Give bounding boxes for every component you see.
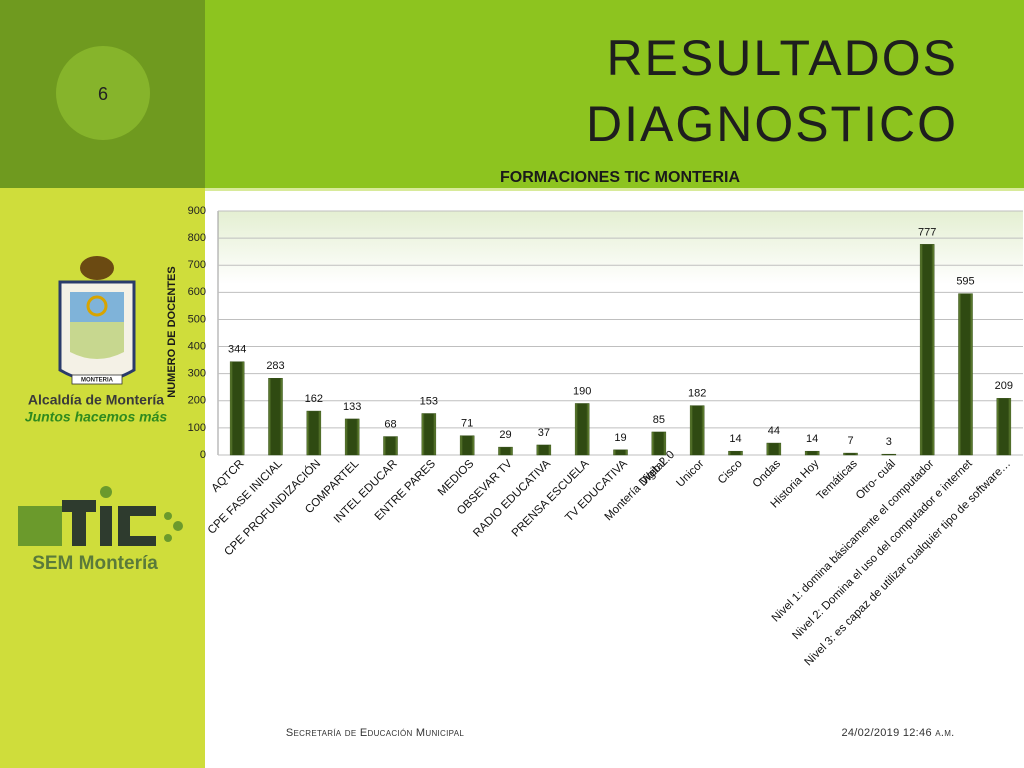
- footer: Secretaría de Educación Municipal: [286, 727, 464, 739]
- y-tick-label: 300: [188, 368, 206, 380]
- y-tick-label: 500: [188, 313, 206, 325]
- bar: [574, 403, 590, 456]
- date: 24/02/2019 12:46 a.m.: [841, 727, 954, 739]
- slide-number: 6: [98, 84, 108, 104]
- bar: [766, 442, 782, 456]
- value-label: 182: [688, 388, 706, 400]
- title-line: RESULTADOS: [606, 30, 958, 86]
- y-tick-label: 100: [188, 422, 206, 434]
- bar: [229, 361, 245, 456]
- value-label: 85: [653, 414, 665, 426]
- chart-title: FORMACIONES TIC MONTERIA: [500, 169, 740, 186]
- bar: [383, 436, 398, 456]
- value-label: 595: [956, 276, 974, 288]
- y-tick-label: 700: [188, 259, 206, 271]
- bar: [536, 444, 552, 456]
- value-label: 3: [886, 436, 892, 448]
- bar: [498, 446, 513, 456]
- value-label: 19: [614, 432, 626, 444]
- bar: [421, 413, 437, 456]
- value-label: 133: [343, 401, 361, 413]
- bar: [996, 398, 1012, 456]
- crest-ribbon: MONTERIA: [81, 378, 114, 384]
- value-label: 209: [995, 380, 1013, 392]
- value-label: 29: [499, 429, 511, 441]
- bar: [459, 435, 475, 456]
- value-label: 153: [420, 395, 438, 407]
- y-tick-label: 400: [188, 340, 206, 352]
- value-label: 777: [918, 226, 936, 238]
- y-tick-label: 0: [200, 449, 206, 461]
- value-label: 162: [305, 393, 323, 405]
- y-tick-label: 900: [188, 205, 206, 217]
- value-label: 44: [768, 425, 780, 437]
- y-axis-label: NUMERO DE DOCENTES: [166, 266, 178, 397]
- plot-area: [218, 211, 1023, 455]
- bar: [843, 452, 858, 456]
- value-label: 14: [806, 433, 818, 445]
- bar: [919, 244, 935, 456]
- bar: [881, 453, 897, 456]
- value-label: 14: [729, 433, 741, 445]
- value-label: 37: [538, 427, 550, 439]
- bar: [804, 450, 820, 456]
- bar: [689, 405, 705, 456]
- value-label: 344: [228, 344, 246, 356]
- y-tick-label: 600: [188, 286, 206, 298]
- mtic-logo: [18, 486, 183, 546]
- crest-logo: MONTERIA: [58, 256, 136, 385]
- value-label: 71: [461, 418, 473, 430]
- mtic-text: SEM Montería: [32, 553, 158, 574]
- value-label: 7: [847, 435, 853, 447]
- bar: [268, 378, 283, 456]
- y-tick-label: 200: [188, 395, 206, 407]
- bar: [651, 431, 667, 456]
- bar: [344, 418, 360, 456]
- header-band: [205, 0, 1024, 188]
- title-line: DIAGNOSTICO: [586, 96, 958, 152]
- bar: [728, 450, 743, 456]
- slide-number-circle: [56, 46, 150, 140]
- value-label: 68: [384, 418, 396, 430]
- y-tick-label: 800: [188, 232, 206, 244]
- city-name: Alcaldía de Montería: [28, 392, 164, 408]
- value-label: 190: [573, 385, 591, 397]
- bar: [306, 410, 322, 456]
- slogan: Juntos hacemos más: [25, 409, 168, 425]
- header-rule: [205, 188, 1024, 191]
- bar: [958, 293, 973, 456]
- bar: [613, 449, 628, 456]
- value-label: 283: [266, 360, 284, 372]
